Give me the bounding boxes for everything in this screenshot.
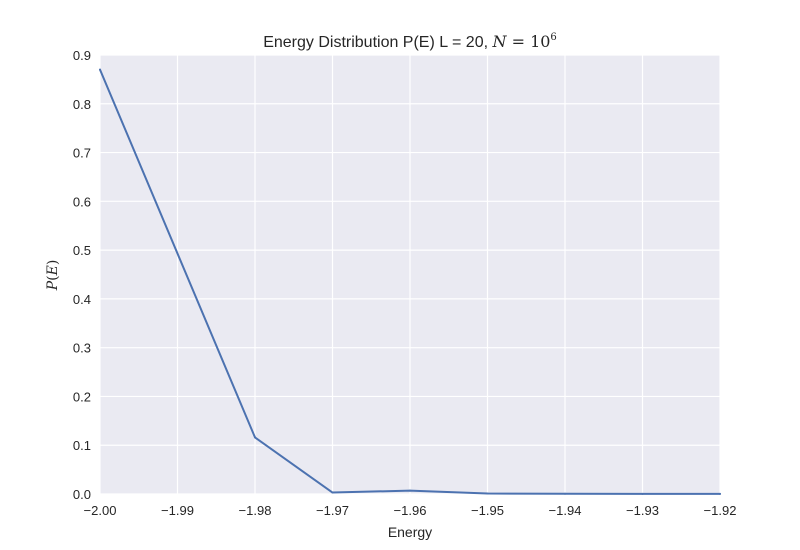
y-tick-label: 0.9: [73, 48, 91, 63]
y-axis-label-open: (: [45, 275, 61, 280]
x-tick-labels: −2.00 −1.99 −1.98 −1.97 −1.96 −1.95 −1.94 −1.93…: [84, 503, 737, 518]
chart-title-math-eq: = 10: [506, 32, 550, 51]
y-axis-label-var: P: [45, 280, 61, 291]
y-tick-label: 0.7: [73, 146, 91, 161]
y-axis-label-close: ): [45, 260, 61, 265]
x-tick-label: −1.94: [549, 503, 582, 518]
chart-title-math-var: N: [491, 32, 507, 51]
data-point: [564, 492, 566, 495]
x-tick-label: −1.97: [316, 503, 349, 518]
y-tick-label: 0.6: [73, 194, 91, 209]
x-tick-label: −1.95: [471, 503, 504, 518]
y-tick-label: 0.0: [73, 487, 91, 502]
y-tick-labels: 0.0 0.1 0.2 0.3 0.4 0.5 0.6 0.7 0.8 0.9: [73, 48, 91, 502]
chart-title-prefix: Energy Distribution P(E) L = 20,: [263, 34, 492, 51]
data-point: [331, 491, 334, 494]
y-tick-label: 0.1: [73, 438, 91, 453]
y-tick-label: 0.4: [73, 292, 91, 307]
x-tick-label: −1.92: [704, 503, 737, 518]
y-axis-label: P(E): [45, 260, 61, 292]
series-line: [99, 68, 721, 495]
y-tick-label: 0.2: [73, 389, 91, 404]
chart-title-math-exp: 6: [550, 32, 556, 43]
data-point: [641, 492, 644, 495]
x-tick-label: −2.00: [84, 503, 117, 518]
y-tick-label: 0.3: [73, 341, 91, 356]
data-point: [254, 436, 256, 439]
data-point: [409, 489, 411, 492]
series-group: [99, 68, 721, 495]
x-tick-label: −1.98: [239, 503, 272, 518]
x-axis-label: Energy: [388, 524, 432, 540]
chart-title: Energy Distribution P(E) L = 20, N = 106: [263, 32, 557, 51]
data-point: [99, 68, 101, 71]
y-tick-label: 0.8: [73, 97, 91, 112]
data-point: [719, 492, 721, 495]
x-tick-label: −1.96: [394, 503, 427, 518]
y-tick-label: 0.5: [73, 243, 91, 258]
data-point: [486, 492, 489, 495]
x-tick-label: −1.99: [161, 503, 194, 518]
y-axis-label-arg: E: [45, 265, 61, 276]
x-tick-label: −1.93: [626, 503, 659, 518]
